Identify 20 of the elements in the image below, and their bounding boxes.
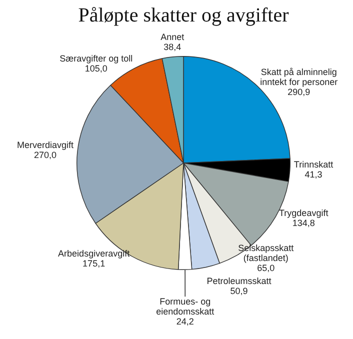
data-label: 41,3: [304, 169, 322, 180]
data-label: 270,0: [34, 150, 57, 160]
slice-label: Merverdiavgift: [16, 140, 74, 150]
slice-label: Skatt på alminnelig inntekt for personer: [260, 67, 338, 88]
slice-label: Petroleumsskatt: [206, 276, 272, 286]
chart-title: Påløpte skatter og avgifter: [78, 4, 290, 26]
data-label: 65,0: [257, 263, 275, 274]
data-label: 38,4: [164, 42, 182, 52]
slice-label: Trinnskatt: [294, 159, 334, 170]
data-label: 290,9: [288, 87, 310, 98]
data-label: 105,0: [84, 64, 108, 74]
slice-label: Arbeidsgiveravgift: [58, 248, 130, 259]
data-label: 134,8: [292, 218, 315, 228]
data-label: 24,2: [176, 316, 194, 327]
slice-label: Særavgifter og toll: [60, 54, 133, 64]
data-label: 50,9: [230, 286, 248, 296]
slice-label: Trygdeavgift: [279, 208, 329, 218]
slice-label: Annet: [160, 32, 185, 42]
slice-label: Formues- og eiendomsskatt: [156, 296, 215, 317]
data-label: 175,1: [82, 258, 106, 269]
